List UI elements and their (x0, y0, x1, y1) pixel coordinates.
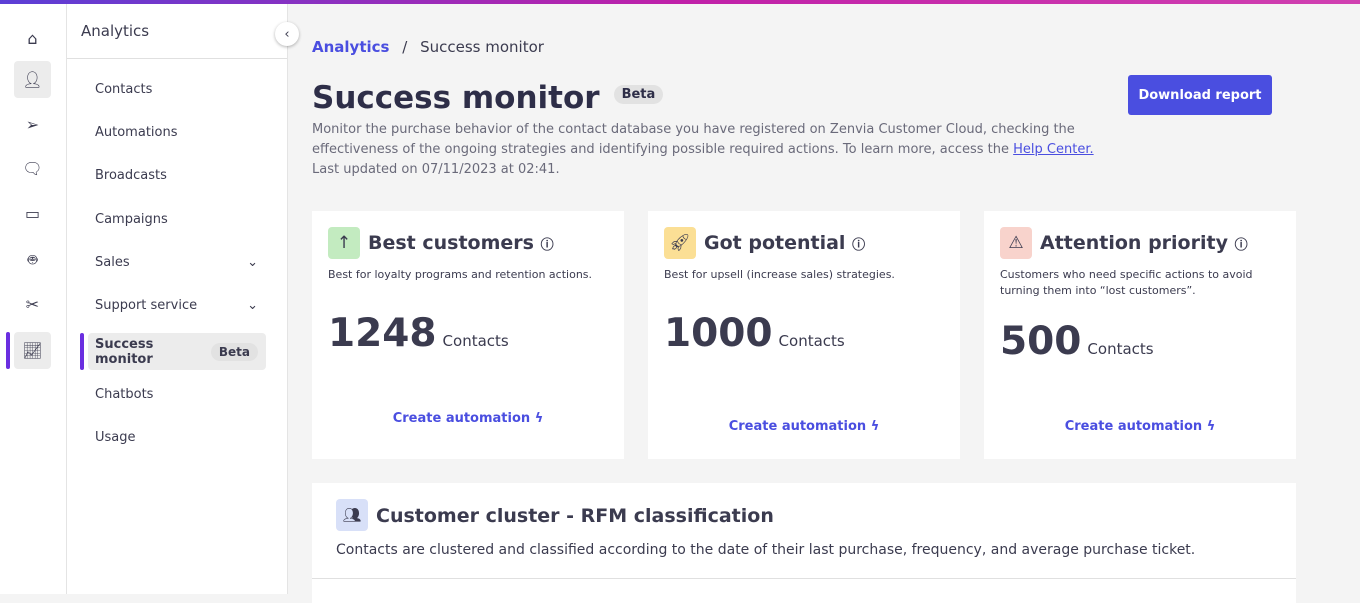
collapse-sidebar-button[interactable]: ‹ (275, 22, 299, 46)
chevron-down-icon: ⌄ (247, 298, 258, 313)
attention-priority-card: ⚠ Attention priority ⓘ Customers who nee… (984, 211, 1296, 459)
chat-icon[interactable]: 🗨︎ (22, 159, 43, 178)
label: Contacts (95, 82, 153, 97)
title: Best customers (368, 232, 534, 254)
count: 500 (1000, 319, 1082, 364)
separator: / (402, 38, 408, 56)
create-automation-link[interactable]: Create automation ϟ (648, 419, 960, 434)
create-automation-link[interactable]: Create automation ϟ (984, 419, 1296, 434)
card-desc: Customers who need specific actions to a… (1000, 268, 1253, 297)
sidebar-item-contacts[interactable]: Contacts (88, 71, 266, 108)
sidebar-title: Analytics (67, 4, 287, 59)
lightning-icon: ϟ (1206, 419, 1216, 434)
last-updated: Last updated on 07/11/2023 at 02:41. (312, 162, 560, 177)
card-count: 1248 Contacts (328, 311, 509, 356)
robot-icon[interactable]: 🤖︎ (27, 249, 38, 269)
chevron-left-icon: ‹ (284, 26, 290, 42)
page-description: Monitor the purchase behavior of the con… (312, 120, 1112, 180)
card-count: 500 Contacts (1000, 319, 1154, 364)
label: Usage (95, 430, 136, 445)
label: Sales (95, 255, 130, 270)
got-potential-card: 🚀︎ Got potential ⓘ Best for upsell (incr… (648, 211, 960, 459)
desc-text: Monitor the purchase behavior of the con… (312, 122, 1075, 157)
top-gradient-bar (0, 0, 1360, 4)
people-icon: 👥︎ (336, 499, 368, 531)
breadcrumb: Analytics / Success monitor (312, 38, 544, 56)
unit: Contacts (778, 332, 845, 350)
send-icon[interactable]: ➢ (25, 115, 40, 134)
breadcrumb-current: Success monitor (420, 38, 544, 56)
rocket-icon: 🚀︎ (664, 227, 696, 259)
divider (312, 578, 1296, 579)
card-title: Attention priority ⓘ (1040, 232, 1248, 254)
chart-icon[interactable]: 📈︎ (14, 332, 51, 369)
title: Attention priority (1040, 232, 1228, 254)
page-title: Success monitor Beta (312, 80, 671, 116)
info-icon[interactable]: ⓘ (852, 238, 866, 253)
user-icon[interactable]: 👤︎ (14, 61, 51, 98)
create-automation-link[interactable]: Create automation ϟ (312, 411, 624, 426)
icon-rail: ⌂ 👤︎ ➢ 🗨︎ ▭ 🤖︎ ✂ 📈︎ (0, 4, 67, 594)
label: Success monitor (95, 336, 154, 367)
label: Chatbots (95, 387, 154, 402)
lightning-icon: ϟ (870, 419, 880, 434)
label: Automations (95, 125, 178, 140)
sidebar-item-broadcasts[interactable]: Broadcasts (88, 157, 266, 194)
card-count: 1000 Contacts (664, 311, 845, 356)
breadcrumb-analytics[interactable]: Analytics (312, 38, 390, 56)
sidebar-item-success-monitor[interactable]: Success monitor Beta (88, 333, 266, 370)
unit: Contacts (1087, 340, 1154, 358)
card-desc: Best for loyalty programs and retention … (328, 268, 593, 281)
sidebar-item-sales[interactable]: Sales ⌄ (88, 244, 266, 281)
label: Support service (95, 298, 198, 313)
best-customers-card: ↑ Best customers ⓘ Best for loyalty prog… (312, 211, 624, 459)
home-icon[interactable]: ⌂ (27, 29, 38, 48)
active-indicator (6, 332, 10, 369)
tools-icon[interactable]: ✂ (25, 295, 40, 314)
sidebar-item-automations[interactable]: Automations (88, 114, 266, 151)
arrow-up-icon: ↑ (328, 227, 360, 259)
sidebar-item-usage[interactable]: Usage (88, 419, 266, 456)
lightning-icon: ϟ (534, 411, 544, 426)
label: Campaigns (95, 212, 168, 227)
card-title: Best customers ⓘ (368, 232, 554, 254)
label: Create automation (728, 419, 867, 434)
label: Create automation (1064, 419, 1203, 434)
label: Broadcasts (95, 168, 167, 183)
title: Got potential (704, 232, 846, 254)
beta-badge: Beta (613, 85, 664, 104)
help-center-link[interactable]: Help Center. (1013, 142, 1094, 157)
info-icon[interactable]: ⓘ (540, 238, 554, 253)
sidebar-item-campaigns[interactable]: Campaigns (88, 201, 266, 238)
section-desc: Contacts are clustered and classified ac… (336, 542, 1196, 558)
label: Create automation (392, 411, 531, 426)
sidebar-item-support-service[interactable]: Support service ⌄ (88, 287, 266, 324)
sidebar: Analytics Contacts Automations Broadcast… (67, 4, 288, 594)
card-desc: Best for upsell (increase sales) strateg… (664, 268, 895, 281)
rfm-section: 👥︎ Customer cluster - RFM classification… (312, 483, 1296, 603)
card-title: Got potential ⓘ (704, 232, 865, 254)
info-icon[interactable]: ⓘ (1234, 238, 1248, 253)
download-report-button[interactable]: Download report (1128, 75, 1272, 115)
count: 1248 (328, 311, 437, 356)
chevron-down-icon: ⌄ (247, 255, 258, 270)
beta-badge: Beta (210, 342, 258, 361)
count: 1000 (664, 311, 773, 356)
sidebar-item-chatbots[interactable]: Chatbots (88, 376, 266, 413)
ticket-icon[interactable]: ▭ (24, 204, 41, 223)
unit: Contacts (442, 332, 509, 350)
title-text: Success monitor (312, 80, 600, 116)
active-indicator (80, 333, 84, 370)
warning-icon: ⚠ (1000, 227, 1032, 259)
section-title: Customer cluster - RFM classification (376, 505, 774, 527)
